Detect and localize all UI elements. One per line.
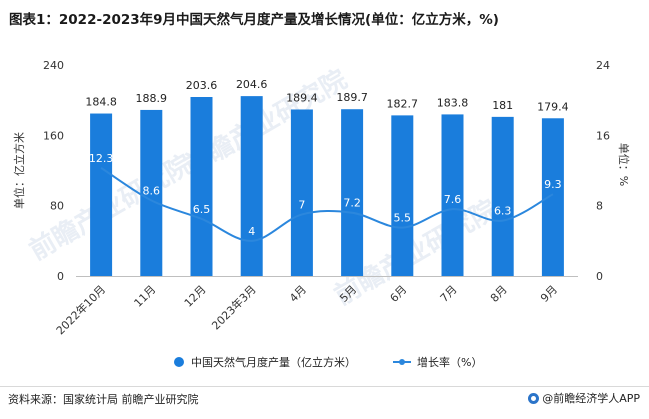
bar — [491, 116, 514, 276]
y-right-tick-label: 0 — [596, 270, 603, 283]
line-value-label: 9.3 — [544, 178, 562, 191]
bar — [441, 114, 464, 276]
x-tick-label: 2023年3月 — [209, 282, 259, 332]
bar — [240, 96, 263, 276]
line-value-label: 7 — [298, 198, 305, 211]
bar — [90, 113, 113, 276]
x-tick-label: 7月 — [438, 283, 460, 305]
bar-value-label: 182.7 — [387, 97, 419, 110]
line-value-label: 8.6 — [143, 184, 161, 197]
bar-value-label: 183.8 — [437, 96, 469, 109]
line-value-label: 6.3 — [494, 205, 512, 218]
bar-value-label: 189.4 — [286, 91, 318, 104]
x-tick-label: 9月 — [538, 283, 560, 305]
bar-value-label: 203.6 — [186, 79, 218, 92]
line-value-label: 5.5 — [394, 212, 412, 225]
y-left-tick-label: 240 — [43, 59, 64, 72]
chart-title: 图表1：2022-2023年9月中国天然气月度产量及增长情况(单位：亿立方米，%… — [9, 12, 499, 28]
bar — [290, 109, 313, 276]
legend-line-marker — [399, 359, 405, 365]
x-tick-label: 12月 — [182, 283, 209, 310]
bar-value-label: 189.7 — [336, 91, 368, 104]
legend-bar-swatch — [174, 357, 184, 367]
y-left-axis-title: 单位：亿立方米 — [12, 132, 26, 209]
x-tick-label: 8月 — [488, 283, 510, 305]
source-note: 资料来源：国家统计局 前瞻产业研究院 — [8, 393, 199, 406]
brand-logo-icon — [528, 392, 540, 404]
brand-label: @前瞻经济学人APP — [542, 392, 640, 405]
y-right-tick-label: 24 — [596, 59, 610, 72]
combo-chart: 前瞻产业研究院前瞻产业研究院前瞻产业研究院080160240081624单位：亿… — [12, 59, 631, 369]
y-right-tick-label: 8 — [596, 200, 603, 213]
line-value-label: 7.6 — [444, 193, 462, 206]
x-tick-label: 11月 — [132, 283, 159, 310]
bar-value-label: 184.8 — [85, 96, 117, 109]
x-tick-label: 2022年10月 — [53, 282, 108, 337]
line-value-label: 12.3 — [89, 152, 114, 165]
line-value-label: 6.5 — [193, 203, 211, 216]
bar — [391, 115, 414, 276]
bar — [341, 109, 364, 277]
bar-value-label: 179.4 — [537, 100, 569, 113]
bar — [541, 118, 564, 276]
line-value-label: 4 — [248, 225, 255, 238]
bar-value-label: 204.6 — [236, 78, 268, 91]
growth-rate-line — [100, 167, 554, 242]
x-tick-label: 4月 — [287, 283, 309, 305]
bar — [140, 109, 163, 276]
x-tick-label: 6月 — [388, 283, 410, 305]
y-left-tick-label: 80 — [50, 200, 64, 213]
footer-divider — [0, 386, 649, 387]
brand-credit: @前瞻经济学人APP — [528, 390, 640, 406]
bar-value-label: 188.9 — [136, 92, 168, 105]
bar — [190, 97, 213, 276]
legend-bar-label: 中国天然气月度产量（亿立方米） — [191, 355, 356, 369]
y-left-tick-label: 160 — [43, 129, 64, 142]
y-right-tick-label: 16 — [596, 129, 610, 142]
bar-value-label: 181 — [492, 99, 513, 112]
y-right-axis-title: 单位：% — [617, 143, 631, 186]
y-left-tick-label: 0 — [57, 270, 64, 283]
legend-line-label: 增长率（%） — [417, 355, 482, 369]
line-value-label: 7.2 — [343, 197, 361, 210]
